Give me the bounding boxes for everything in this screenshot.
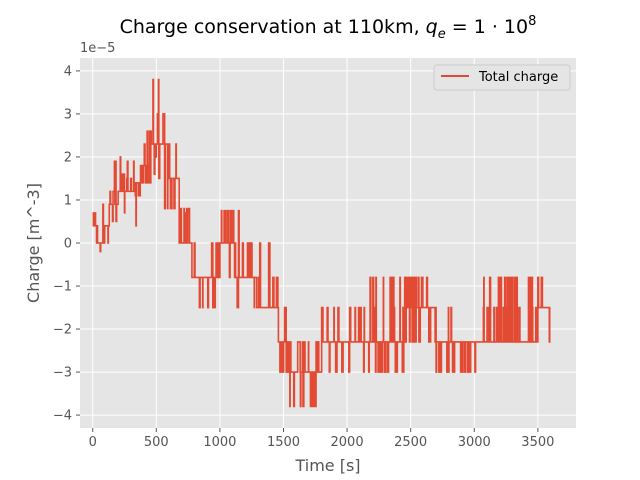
x-tick-label: 2000	[331, 435, 364, 450]
title-prefix: Charge conservation at 110km,	[120, 16, 426, 38]
x-tick-label: 1500	[267, 435, 300, 450]
x-tick-label: 500	[144, 435, 169, 450]
legend-label-total-charge: Total charge	[478, 70, 558, 85]
x-tick-label: 0	[89, 435, 97, 450]
title-math-exponent: 8	[528, 14, 536, 29]
y-tick-label: 2	[64, 150, 72, 165]
title-math-subscript: e	[438, 27, 446, 42]
grid-lines	[80, 58, 576, 428]
series-layer	[92, 78, 551, 408]
x-tick-label: 2500	[394, 435, 427, 450]
y-tick-label: 4	[64, 64, 72, 79]
y-tick-label: −2	[53, 323, 72, 338]
x-axis-ticks: 0 500 1000 1500 2000 2500 3000 3500	[89, 428, 554, 450]
title-math-equation: = 1 · 10	[446, 16, 528, 38]
y-tick-label: −4	[53, 409, 72, 424]
y-tick-label: 1	[64, 193, 72, 208]
legend-box	[433, 64, 571, 91]
title-math-q: q	[426, 16, 438, 38]
y-tick-label: 0	[64, 237, 72, 252]
y-tick-label: −3	[53, 366, 72, 381]
legend: Total charge	[433, 64, 571, 91]
y-axis-label: Charge [m^-3]	[24, 183, 43, 303]
chart-title: Charge conservation at 110km, qe = 1 · 1…	[120, 14, 537, 42]
x-tick-label: 3500	[521, 435, 554, 450]
y-tick-label: −1	[53, 280, 72, 295]
x-axis-label: Time [s]	[294, 456, 360, 475]
x-tick-label: 3000	[458, 435, 491, 450]
y-axis-ticks: 4 3 2 1 0 −1 −2 −3 −4	[53, 64, 80, 424]
series-line-total-charge	[92, 78, 551, 408]
x-tick-label: 1000	[203, 435, 236, 450]
y-tick-label: 3	[64, 107, 72, 122]
y-offset-label: 1e−5	[80, 41, 115, 56]
